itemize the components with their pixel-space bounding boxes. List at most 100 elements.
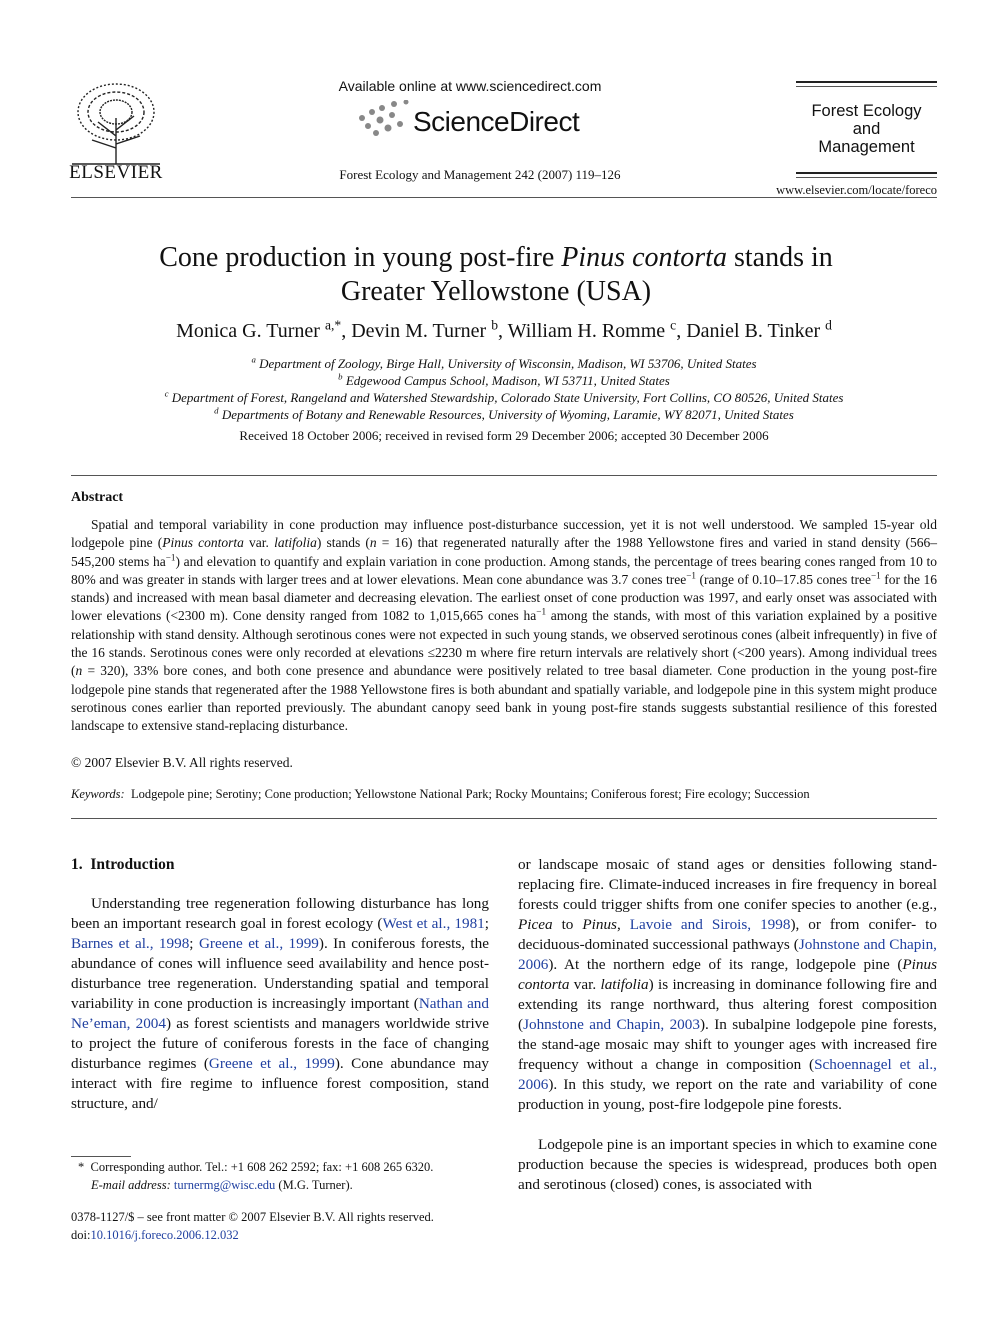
text-run: stands in Greater Yellowstone (USA)	[340, 242, 833, 307]
text-run: ), or from conifer- to deciduous-dominat…	[518, 916, 937, 953]
title: Cone production in young post-fire Pinus…	[156, 241, 836, 309]
text-run: doi:	[71, 1228, 91, 1242]
text-run: E-mail address:	[91, 1178, 171, 1192]
text-run: to	[552, 916, 583, 933]
affiliation: a Department of Zoology, Birge Hall, Uni…	[71, 355, 937, 372]
link[interactable]: Barnes et al., 1998	[71, 935, 190, 952]
text-run: Lodgepole pine; Serotiny; Cone productio…	[124, 787, 810, 801]
right-column-1: or landscape mosaic of stand ages or den…	[518, 855, 937, 1115]
text-run: Department of Forest, Rangeland and Wate…	[168, 390, 844, 405]
text-run: (range of 0.10–17.85 cones tree	[695, 571, 871, 587]
link[interactable]: West et al., 1981	[382, 915, 485, 932]
section-heading: 1. Introduction	[71, 856, 175, 873]
affiliation: d Departments of Botany and Renewable Re…	[71, 406, 937, 423]
text-run: b	[491, 317, 499, 333]
link[interactable]: Greene et al., 1999	[208, 1055, 335, 1072]
text-run: , Devin M. Turner	[341, 320, 492, 342]
text-run: c	[164, 388, 169, 399]
journal-name-line: Forest Ecology	[811, 102, 922, 120]
journal-name: Forest Ecology and Management	[796, 102, 937, 156]
text-run: ,	[616, 916, 630, 933]
footnote-2: E-mail address: turnermg@wisc.edu (M.G. …	[91, 1178, 353, 1193]
text-run: (M.G. Turner).	[275, 1178, 353, 1192]
authors: Monica G. Turner a,*, Devin M. Turner b,…	[71, 317, 937, 343]
elsevier-logo	[68, 78, 164, 166]
text-run: ) stands (	[316, 535, 370, 551]
text-run: d	[825, 317, 832, 333]
text-run: Keywords:	[71, 787, 125, 801]
text-run: , William H. Romme	[498, 320, 671, 342]
text-run: * Corresponding author. Tel.: +1 608 262…	[78, 1160, 434, 1174]
citation: Forest Ecology and Management 242 (2007)…	[339, 167, 621, 182]
footer-1: 0378-1127/$ – see front matter © 2007 El…	[71, 1210, 434, 1225]
text-run: , Daniel B. Tinker	[676, 320, 826, 342]
link[interactable]: Schoennagel et al., 2006	[518, 1056, 937, 1093]
text-run: a,*	[324, 317, 342, 333]
text-run: ). In this study, we report on the rate …	[518, 1076, 937, 1113]
text-run: b	[338, 371, 343, 382]
text-run: ). In coniferous forests, the abundance …	[71, 935, 489, 1012]
link[interactable]: 10.1016/j.foreco.2006.12.032	[90, 1228, 239, 1242]
affiliation: b Edgewood Campus School, Madison, WI 53…	[71, 372, 937, 389]
link[interactable]: Lavoie and Sirois, 1998	[629, 916, 791, 933]
text-run: ) and elevation to quantify and explain …	[71, 553, 937, 587]
publisher: ELSEVIER	[69, 162, 163, 183]
link[interactable]: Greene et al., 1999	[198, 935, 319, 952]
text-run: −1	[536, 606, 547, 617]
keywords: Keywords: Lodgepole pine; Serotiny; Cone…	[71, 787, 937, 802]
text-run: Department of Zoology, Birge Hall, Unive…	[255, 356, 757, 371]
text-run: var.	[243, 535, 275, 551]
brand: ScienceDirect	[413, 106, 580, 137]
text-run: Lodgepole pine is an important species i…	[518, 1136, 937, 1193]
text-run: c	[670, 317, 677, 333]
text-run: Picea	[518, 916, 553, 933]
link[interactable]: Johnstone and Chapin, 2003	[523, 1016, 700, 1033]
text-run: Pinus	[582, 916, 617, 933]
affiliations: a Department of Zoology, Birge Hall, Uni…	[71, 355, 937, 423]
journal-url: www.elsevier.com/locate/foreco	[776, 183, 937, 197]
text-run: = 16) that regenerated naturally after t…	[71, 535, 937, 569]
text-run: or landscape mosaic of stand ages or den…	[518, 856, 937, 913]
text-run: = 320), 33% bore cones, and both cone pr…	[71, 663, 937, 734]
copyright: © 2007 Elsevier B.V. All rights reserved…	[71, 755, 293, 770]
text-run: Understanding tree regeneration followin…	[71, 895, 489, 932]
text-run: Monica G. Turner	[176, 320, 325, 342]
right-column-2: Lodgepole pine is an important species i…	[518, 1135, 937, 1195]
text-run: −1	[686, 570, 696, 581]
text-run: a	[251, 354, 256, 365]
text-run: var.	[569, 976, 601, 993]
footnote-1: * Corresponding author. Tel.: +1 608 262…	[78, 1160, 433, 1175]
text-run: ). In subalpine lodgepole pine forests, …	[518, 1016, 937, 1073]
abstract-heading: Abstract	[71, 490, 124, 505]
text-run: Cone production in young post-fire	[159, 242, 562, 273]
text-run: for the 16 stands) and increased with me…	[71, 571, 937, 624]
text-run: Pinus contorta	[518, 956, 937, 993]
text-run: ) is increasing in dominance following f…	[518, 976, 937, 1033]
link[interactable]: Johnstone and Chapin, 2006	[518, 936, 937, 973]
footer-2: doi:10.1016/j.foreco.2006.12.032	[71, 1228, 239, 1243]
text-run: among the stands, with most of this vari…	[71, 608, 937, 679]
text-run: ). At the northern edge of its range, lo…	[548, 956, 903, 973]
text-run: ). Cone abundance may interact with fire…	[71, 1055, 489, 1112]
link[interactable]: Nathan and Ne’eman, 2004	[71, 995, 489, 1032]
received: Received 18 October 2006; received in re…	[239, 428, 769, 443]
text-run: ;	[484, 915, 489, 932]
text-run: ;	[189, 935, 199, 952]
text-run: Edgewood Campus School, Madison, WI 5371…	[342, 373, 670, 388]
journal-name-line: and	[852, 120, 881, 138]
text-run: −1	[870, 570, 881, 581]
text-run: Spatial and temporal variability in cone…	[71, 517, 937, 551]
sciencedirect-dots	[359, 100, 409, 136]
link[interactable]: turnermg@wisc.edu	[173, 1178, 276, 1192]
text-run: Pinus contorta	[561, 242, 727, 273]
text-run: latifolia	[274, 535, 317, 551]
text-run: latifolia	[600, 976, 649, 993]
text-run: ) as forest scientists and managers worl…	[71, 1015, 489, 1072]
journal-name-line: Management	[818, 138, 915, 156]
text-run: Pinus contorta	[162, 535, 244, 551]
abstract-body: Spatial and temporal variability in cone…	[71, 516, 937, 736]
text-run: −1	[165, 552, 176, 563]
available-online: Available online at www.sciencedirect.co…	[338, 78, 602, 94]
text-run: n	[369, 535, 377, 551]
